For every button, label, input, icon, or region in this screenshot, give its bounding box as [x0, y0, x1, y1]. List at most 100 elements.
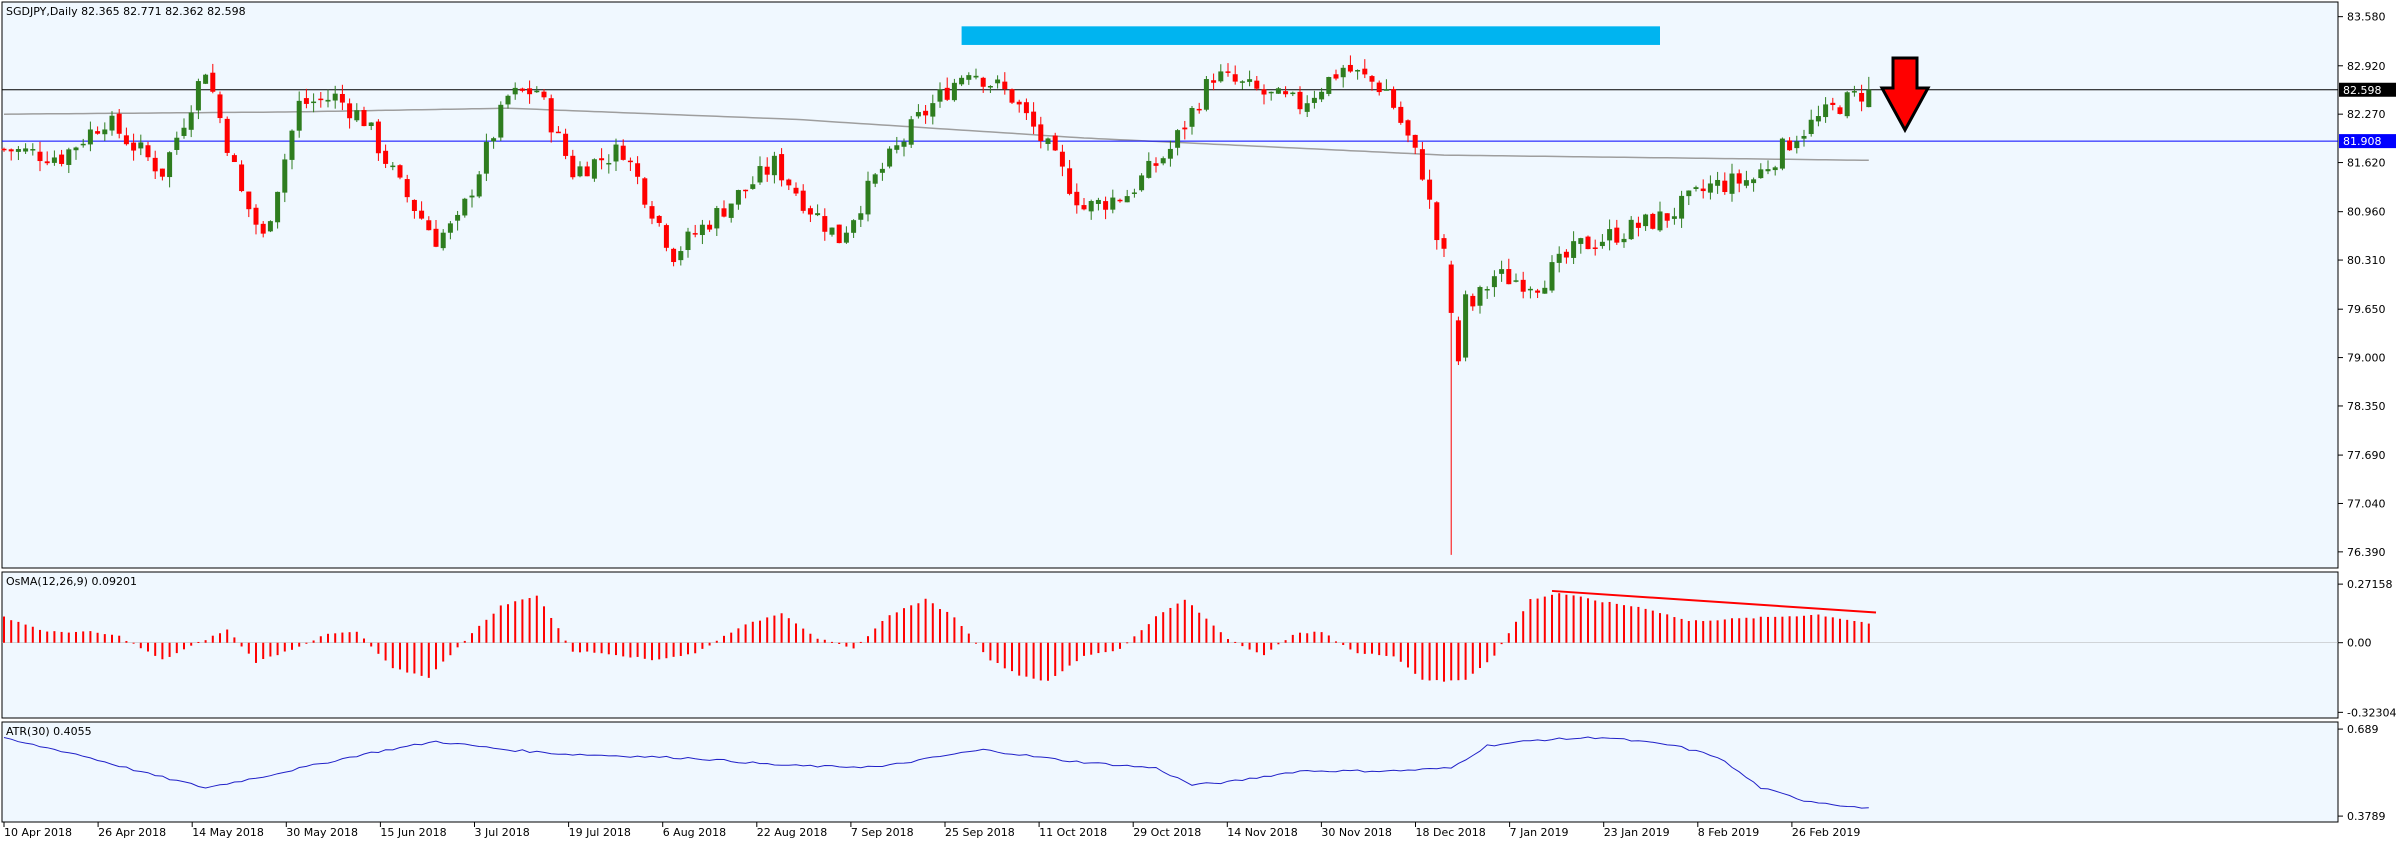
osma-bar — [1025, 642, 1028, 677]
candle — [663, 223, 669, 252]
candle — [159, 168, 165, 181]
candle-body — [1801, 135, 1807, 139]
candle — [1751, 177, 1757, 192]
candle — [59, 149, 65, 167]
osma-bar — [319, 636, 322, 643]
candle-body — [1369, 76, 1375, 82]
candle — [779, 148, 785, 187]
candle-body — [1743, 180, 1749, 186]
candle-body — [195, 81, 201, 111]
candle — [102, 122, 108, 141]
candle-body — [1304, 103, 1310, 112]
candle — [1463, 290, 1469, 362]
candle-body — [606, 162, 612, 165]
candle — [66, 147, 72, 174]
candle-body — [37, 151, 43, 162]
candle-body — [728, 203, 734, 218]
candle — [1700, 179, 1706, 199]
candle — [1002, 72, 1008, 95]
osma-bar — [1493, 642, 1496, 656]
candle-body — [66, 149, 72, 165]
osma-bar — [773, 615, 776, 643]
osma-bar — [312, 640, 315, 643]
osma-bar — [1291, 634, 1294, 643]
candle-body — [1405, 120, 1411, 136]
candle — [15, 146, 21, 161]
osma-bar — [89, 631, 92, 643]
candle-body — [1297, 91, 1303, 110]
candle-body — [1535, 290, 1541, 293]
osma-bar — [1558, 593, 1561, 643]
osma-bar — [643, 642, 646, 659]
price-panel — [1, 1, 2339, 569]
candle-body — [1311, 97, 1317, 103]
candle-body — [735, 190, 741, 205]
osma-bar — [1212, 625, 1215, 643]
candle — [613, 138, 619, 171]
candle — [966, 72, 972, 85]
osma-bar — [931, 603, 934, 643]
candle — [195, 78, 201, 120]
osma-bar — [1551, 594, 1553, 643]
candle-body — [599, 158, 605, 161]
candle-body — [239, 164, 245, 192]
candle — [1383, 79, 1389, 91]
osma-bar — [1867, 623, 1870, 643]
time-axis-label: 26 Feb 2019 — [1792, 826, 1860, 839]
osma-bar — [31, 626, 34, 643]
candle-body — [1218, 71, 1224, 82]
atr-panel — [1, 721, 2339, 823]
time-axis-label: 25 Sep 2018 — [945, 826, 1015, 839]
candle-body — [95, 131, 101, 134]
candle — [1794, 135, 1800, 154]
candle — [1830, 97, 1836, 111]
support-price-label: 81.908 — [2343, 135, 2382, 148]
osma-bar — [1738, 618, 1741, 643]
osma-bar — [348, 632, 351, 643]
candle-body — [1607, 229, 1613, 241]
candle — [555, 126, 561, 134]
candle-body — [354, 110, 360, 121]
candle-body — [1628, 219, 1634, 240]
candle — [534, 86, 540, 93]
osma-bar — [1104, 642, 1107, 653]
candle-body — [246, 191, 252, 210]
osma-bar — [622, 642, 625, 657]
osma-bar — [1507, 633, 1510, 643]
candle — [1527, 286, 1533, 299]
candle — [1535, 288, 1541, 299]
candle — [872, 173, 878, 188]
candle-body — [339, 93, 345, 103]
candle-body — [1139, 175, 1145, 191]
osma-axis-tick-label: 0.00 — [2347, 637, 2372, 650]
candle-body — [1715, 179, 1721, 186]
candle-body — [51, 157, 57, 163]
candle-body — [131, 142, 137, 151]
osma-bar — [139, 642, 142, 649]
osma-trend-line — [1551, 589, 1877, 614]
time-axis-label: 10 Apr 2018 — [4, 826, 72, 839]
osma-bar — [17, 621, 20, 643]
osma-bar — [1435, 642, 1438, 681]
candle — [1715, 171, 1721, 194]
osma-bar — [910, 605, 913, 643]
candle-body — [282, 159, 288, 193]
candle-body — [167, 152, 173, 178]
candle — [1628, 216, 1634, 241]
candle-body — [1088, 201, 1094, 212]
osma-bar — [1378, 642, 1381, 656]
candle-body — [1268, 91, 1274, 94]
candle — [987, 85, 993, 94]
osma-bar — [82, 631, 85, 643]
resistance-zone — [961, 26, 1660, 45]
candle — [1074, 183, 1080, 214]
candle — [231, 153, 237, 163]
candle-body — [1643, 214, 1649, 227]
candle — [1218, 64, 1224, 83]
osma-bar — [1500, 642, 1503, 645]
down-arrow-icon — [1879, 56, 1931, 134]
time-axis-label: 22 Aug 2018 — [757, 826, 827, 839]
candle-body — [1599, 241, 1605, 247]
osma-bar — [1335, 641, 1337, 643]
